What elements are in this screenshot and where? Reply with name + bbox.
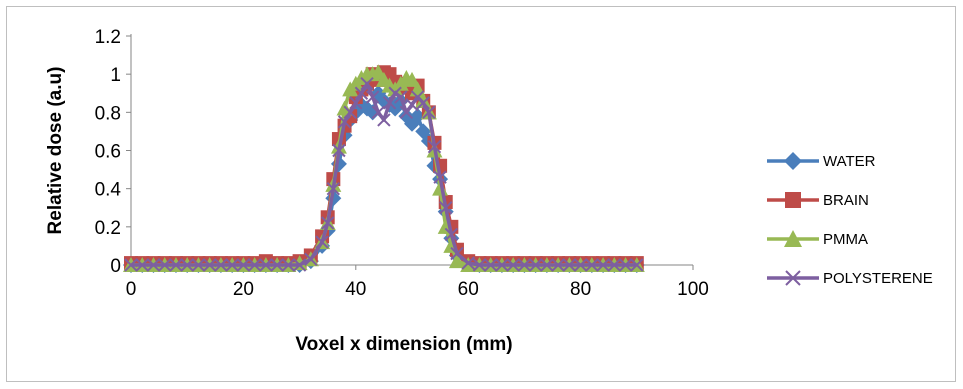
data-point-x xyxy=(427,139,442,154)
series-layer xyxy=(123,64,645,273)
data-point-x xyxy=(573,258,588,272)
y-tick-label: 1.2 xyxy=(95,27,121,48)
legend-item-polysterene: POLYSTERENE xyxy=(767,270,933,287)
data-point-triangle xyxy=(448,253,465,269)
y-axis: 0 0.2 0.4 0.6 0.8 1 1.2 xyxy=(95,27,132,277)
data-point-x xyxy=(444,227,459,242)
data-point-x xyxy=(630,258,644,272)
data-point-x xyxy=(225,258,239,272)
data-point-x xyxy=(214,258,228,272)
data-point-x xyxy=(281,258,296,272)
data-point-x xyxy=(180,258,194,272)
y-tick-label: 0.8 xyxy=(95,103,121,124)
data-point-x xyxy=(326,181,341,196)
data-point-x xyxy=(450,246,464,261)
y-axis-title: Relative dose (a.u) xyxy=(45,67,66,235)
x-axis-title: Voxel x dimension (mm) xyxy=(295,334,512,355)
data-point-x xyxy=(405,97,419,112)
data-point-x xyxy=(320,216,335,230)
data-point-x xyxy=(315,235,329,249)
data-point-x xyxy=(304,252,318,266)
x-tick-label: 100 xyxy=(677,279,709,300)
series-line xyxy=(131,81,637,267)
data-point-x xyxy=(247,258,262,272)
data-point-x xyxy=(259,258,273,272)
data-point-x xyxy=(517,258,532,272)
legend-label: POLYSTERENE xyxy=(823,270,933,287)
data-point-x xyxy=(343,105,357,120)
data-point-x xyxy=(585,258,599,272)
data-point-x xyxy=(506,258,520,272)
legend-item-brain: BRAIN xyxy=(767,192,869,209)
data-point-x xyxy=(551,258,565,272)
legend-label: BRAIN xyxy=(823,192,869,209)
data-point-x xyxy=(135,258,149,272)
data-point-x xyxy=(191,258,206,272)
chart-frame: 0 20 40 60 80 100 0 0.2 0.4 0.6 0.8 1 1.2 Voxel x d… xyxy=(6,6,956,382)
data-point-x xyxy=(562,258,577,272)
data-point-x xyxy=(785,270,801,286)
data-point-triangle xyxy=(404,71,420,87)
data-point-x xyxy=(472,258,487,272)
data-point-x xyxy=(461,256,475,270)
data-point-x xyxy=(528,258,543,272)
data-point-x xyxy=(146,258,161,272)
y-tick-label: 1 xyxy=(110,65,121,86)
y-tick-label: 0.6 xyxy=(95,142,121,163)
legend-label: WATER xyxy=(823,153,876,170)
data-point-x xyxy=(169,258,183,272)
legend-item-water: WATER xyxy=(767,152,876,170)
data-point-x xyxy=(607,258,622,272)
data-point-x xyxy=(483,258,498,272)
data-point-square xyxy=(785,192,801,208)
data-point-triangle xyxy=(784,230,802,247)
data-point-x xyxy=(365,90,380,104)
data-point-x xyxy=(349,96,363,110)
data-point-x xyxy=(337,115,352,129)
y-tick-label: 0.2 xyxy=(95,218,121,239)
data-point-diamond xyxy=(409,108,426,125)
data-point-x xyxy=(433,170,447,184)
x-tick-label: 40 xyxy=(345,279,366,300)
data-point-x xyxy=(354,86,369,100)
legend: WATER BRAIN PMMA POLYSTERENE xyxy=(767,152,933,287)
data-point-x xyxy=(399,105,414,120)
dose-profile-chart: 0 20 40 60 80 100 0 0.2 0.4 0.6 0.8 1 1.2 Voxel x d… xyxy=(45,27,933,355)
data-point-x xyxy=(382,96,397,110)
data-point-x xyxy=(360,77,374,91)
data-point-x xyxy=(270,258,284,272)
data-point-x xyxy=(202,258,217,272)
data-point-x xyxy=(332,143,346,158)
data-point-x xyxy=(422,105,436,120)
data-point-diamond xyxy=(415,123,432,140)
data-point-x xyxy=(158,258,172,272)
data-point-diamond xyxy=(784,152,802,170)
data-point-x xyxy=(377,113,391,127)
data-point-x xyxy=(394,90,408,104)
series-polysterene xyxy=(124,77,644,272)
x-tick-label: 0 xyxy=(126,279,137,300)
x-tick-label: 60 xyxy=(458,279,479,300)
data-point-x xyxy=(495,258,509,272)
legend-item-pmma: PMMA xyxy=(767,230,868,248)
y-tick-label: 0 xyxy=(110,256,121,277)
y-tick-label: 0.4 xyxy=(95,180,122,201)
data-point-x xyxy=(416,96,430,110)
data-point-x xyxy=(388,86,402,100)
legend-label: PMMA xyxy=(823,231,868,248)
data-point-x xyxy=(596,258,610,272)
data-point-x xyxy=(540,258,554,272)
data-point-x xyxy=(618,258,633,272)
data-point-x xyxy=(236,258,251,272)
x-tick-label: 20 xyxy=(233,279,254,300)
data-point-x xyxy=(124,258,138,272)
data-point-x xyxy=(439,201,453,215)
x-tick-label: 80 xyxy=(570,279,591,300)
series-water xyxy=(123,85,645,273)
data-point-x xyxy=(292,258,307,272)
data-point-x xyxy=(371,105,385,120)
